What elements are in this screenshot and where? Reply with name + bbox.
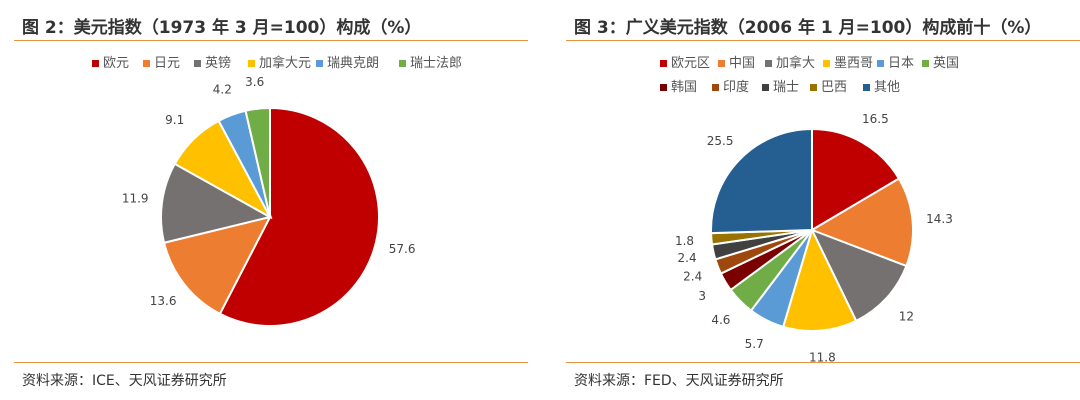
- source-divider: [566, 362, 1080, 363]
- legend-swatch: [143, 60, 150, 67]
- legend-item: 日元: [143, 56, 180, 71]
- pie-slices: [710, 127, 914, 332]
- legend-swatch: [92, 60, 99, 67]
- pie-slice-4: [781, 227, 858, 332]
- legend-label: 中国: [729, 56, 755, 71]
- data-label: 25.5: [707, 134, 734, 148]
- pie-slice-11: [710, 127, 813, 235]
- pie-chart-usd-index: 欧元 日元 英镑 加拿大元 瑞典克朗 瑞士法郎 57.6 13.6 11.9 9.1 4.2 3.6: [92, 55, 462, 327]
- legend-label: 英国: [933, 56, 959, 71]
- chart-panel-usd-index: 图 2：美元指数（1973 年 3 月=100）构成（%） 欧元 日元 英镑 加拿大元…: [0, 0, 528, 400]
- legend-label: 加拿大: [776, 55, 815, 71]
- pie-slice-2: [162, 215, 272, 316]
- legend-label: 瑞士法郎: [410, 56, 462, 71]
- data-label: 9.1: [165, 113, 184, 127]
- legend-item: 加拿大: [765, 55, 815, 71]
- pie-slices: [160, 106, 380, 327]
- legend-item: 英镑: [194, 55, 231, 71]
- pie-slice-1: [811, 127, 901, 232]
- legend-item: 巴西: [810, 80, 847, 95]
- data-label: 3.6: [245, 75, 264, 89]
- chart-panel-broad-usd-index: 图 3：广义美元指数（2006 年 1 月=100）构成前十（%） 欧元区 中国 加…: [552, 0, 1080, 400]
- pie-slice-1: [218, 106, 380, 327]
- legend-item: 印度: [712, 79, 749, 95]
- data-label: 4.2: [213, 83, 232, 97]
- legend-swatch: [810, 84, 817, 91]
- data-label: 4.6: [711, 313, 730, 327]
- pie-slice-6: [244, 106, 271, 218]
- data-label: 14.3: [926, 212, 953, 226]
- legend-item: 英国: [922, 56, 959, 71]
- legend-item: 韩国: [660, 80, 697, 95]
- data-label: 13.6: [150, 294, 177, 308]
- data-label: 5.7: [745, 337, 764, 351]
- data-labels: 16.5 14.3 12 11.8 5.7 4.6 3 2.4 2.4 1.8 25.5: [675, 112, 953, 362]
- title-divider: [14, 40, 528, 41]
- legend-label: 日元: [154, 56, 180, 71]
- legend-swatch: [765, 60, 772, 67]
- legend: 欧元 日元 英镑 加拿大元 瑞典克朗 瑞士法郎: [92, 55, 462, 71]
- data-label: 2.4: [683, 269, 702, 283]
- data-label: 3: [698, 289, 706, 303]
- source-note: 资料来源：FED、天风证券研究所: [574, 373, 784, 389]
- legend-swatch: [194, 60, 201, 67]
- legend-item: 墨西哥: [823, 56, 873, 71]
- legend-swatch: [762, 84, 769, 91]
- legend-label: 瑞典克朗: [327, 56, 379, 71]
- legend-swatch: [712, 84, 719, 91]
- legend-swatch: [718, 60, 725, 67]
- data-label: 12: [899, 309, 914, 323]
- legend-swatch: [660, 84, 667, 91]
- source-note: 资料来源：ICE、天风证券研究所: [22, 373, 227, 389]
- chart-title: 图 3：广义美元指数（2006 年 1 月=100）构成前十（%）: [574, 18, 1042, 38]
- legend-label: 英镑: [205, 55, 231, 71]
- legend-swatch: [922, 60, 929, 67]
- legend-label: 印度: [723, 79, 749, 95]
- pie-slice-2: [809, 177, 914, 268]
- legend-label: 其他: [874, 80, 900, 95]
- data-labels: 57.6 13.6 11.9 9.1 4.2 3.6: [122, 75, 416, 308]
- legend-label: 韩国: [671, 80, 697, 95]
- legend-item: 欧元: [92, 56, 129, 71]
- data-label: 57.6: [389, 242, 416, 256]
- data-label: 11.8: [809, 351, 836, 362]
- legend-swatch: [823, 60, 830, 67]
- legend-swatch: [399, 60, 406, 67]
- pie-slice-3: [160, 162, 273, 244]
- data-label: 2.4: [678, 251, 697, 265]
- data-label: 11.9: [122, 192, 149, 206]
- legend-swatch: [863, 84, 870, 91]
- pie-slice-3: [809, 228, 908, 323]
- legend-item: 加拿大元: [248, 55, 311, 71]
- legend-label: 欧元: [103, 56, 129, 71]
- legend-label: 瑞士: [773, 80, 799, 95]
- legend-item: 欧元区: [660, 56, 710, 71]
- legend-label: 加拿大元: [259, 55, 311, 71]
- legend-label: 欧元区: [671, 56, 710, 71]
- title-divider: [566, 40, 1080, 41]
- legend-item: 中国: [718, 56, 755, 71]
- legend-swatch: [248, 60, 255, 67]
- legend-item: 瑞典克朗: [316, 56, 379, 71]
- data-label: 16.5: [862, 112, 889, 126]
- legend-item: 瑞士: [762, 80, 799, 95]
- legend-swatch: [316, 60, 323, 67]
- legend-item: 瑞士法郎: [399, 56, 462, 71]
- legend-swatch: [877, 60, 884, 67]
- chart-title: 图 2：美元指数（1973 年 3 月=100）构成（%）: [22, 18, 422, 38]
- data-label: 1.8: [675, 234, 694, 248]
- legend-item: 日本: [877, 56, 914, 71]
- legend-label: 日本: [888, 56, 914, 71]
- legend-swatch: [660, 60, 667, 67]
- legend-item: 其他: [863, 80, 900, 95]
- source-divider: [14, 362, 528, 363]
- legend-label: 墨西哥: [834, 56, 873, 71]
- legend-label: 巴西: [821, 80, 847, 95]
